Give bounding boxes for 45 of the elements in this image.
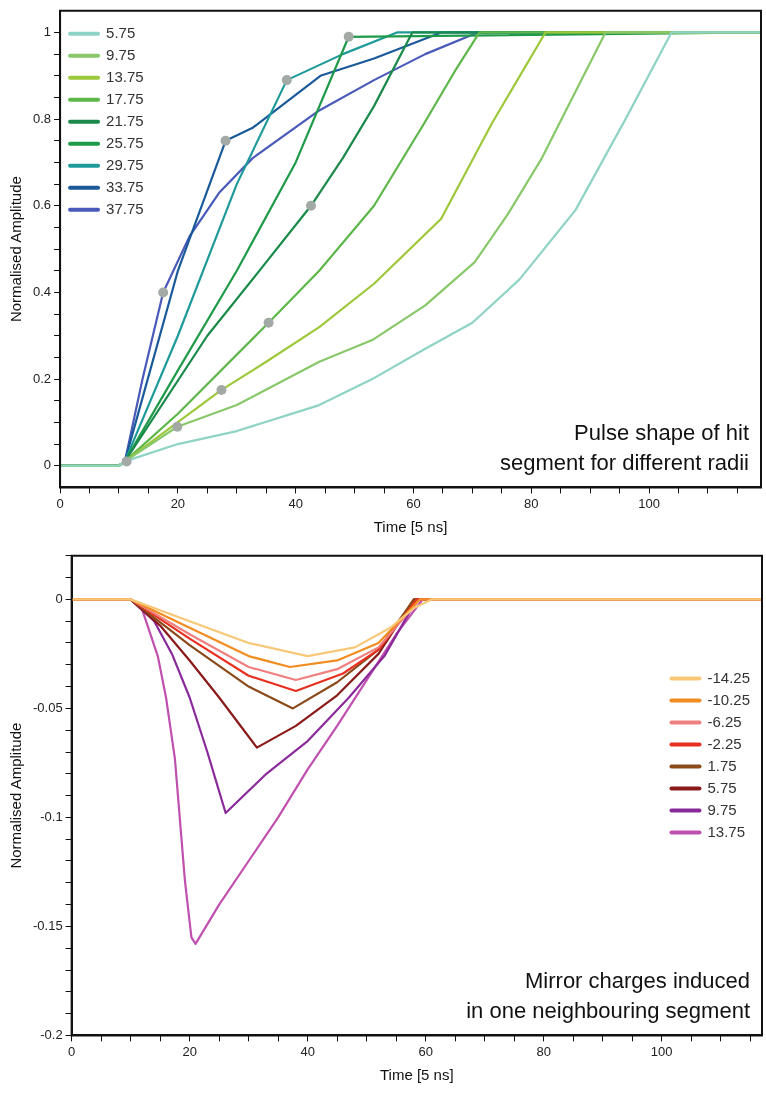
legend-label: 5.75 [707, 778, 737, 796]
y-tick-label: 0.8 [32, 110, 52, 126]
legend-label: -14.25 [707, 668, 751, 686]
legend-label: 33.75 [106, 177, 144, 195]
legend-label: -10.25 [707, 690, 751, 708]
x-tick-label: 20 [170, 495, 186, 511]
x-tick-label: 40 [300, 1043, 315, 1059]
x-tick-label: 80 [524, 495, 539, 511]
x-tick-label: 20 [182, 1043, 197, 1059]
legend-label: -6.25 [707, 712, 742, 730]
y-axis-title: Normalised Amplitude [7, 176, 25, 323]
x-tick-label: 40 [288, 495, 303, 511]
y-tick-label: 0 [55, 590, 63, 606]
x-axis-title: Time [5 ns] [373, 518, 448, 536]
annotation: Pulse shape of hit segment for different radii [499, 420, 749, 476]
legend-label: 25.75 [106, 133, 144, 151]
y-tick-label: 0.6 [32, 197, 52, 213]
legend-label: 5.75 [106, 23, 136, 41]
legend-label: 21.75 [106, 111, 144, 129]
x-tick-label: 0 [68, 1043, 76, 1059]
y-tick-label: 0.4 [32, 284, 52, 300]
legend-label: 13.75 [106, 67, 144, 85]
legend-label: 13.75 [707, 822, 746, 840]
x-tick-label: 80 [536, 1043, 551, 1059]
y-tick-label: 0 [43, 457, 52, 473]
legend-label: 1.75 [707, 756, 737, 774]
y-tick-label: -0.15 [32, 917, 63, 933]
x-tick-label: 100 [638, 495, 660, 511]
x-tick-label: 60 [406, 495, 421, 511]
annotation: Mirror charges induced in one neighbouring segment [466, 968, 750, 1024]
legend-label: 29.75 [106, 155, 144, 173]
legend-label: 37.75 [106, 199, 144, 217]
legend-label: 9.75 [707, 800, 737, 818]
legend-label: -2.25 [707, 734, 742, 752]
y-tick-label: -0.1 [40, 808, 63, 824]
x-tick-label: 100 [650, 1043, 673, 1059]
y-tick-label: -0.2 [40, 1026, 63, 1042]
legend-label: 17.75 [106, 89, 144, 107]
legend-label: 9.75 [106, 45, 136, 63]
y-tick-label: 0.2 [32, 370, 52, 386]
y-tick-label: 1 [43, 24, 52, 40]
x-axis-title: Time [5 ns] [380, 1066, 454, 1084]
y-axis-title: Normalised Amplitude [7, 722, 25, 869]
x-tick-label: 60 [418, 1043, 433, 1059]
y-tick-label: -0.05 [32, 699, 63, 715]
